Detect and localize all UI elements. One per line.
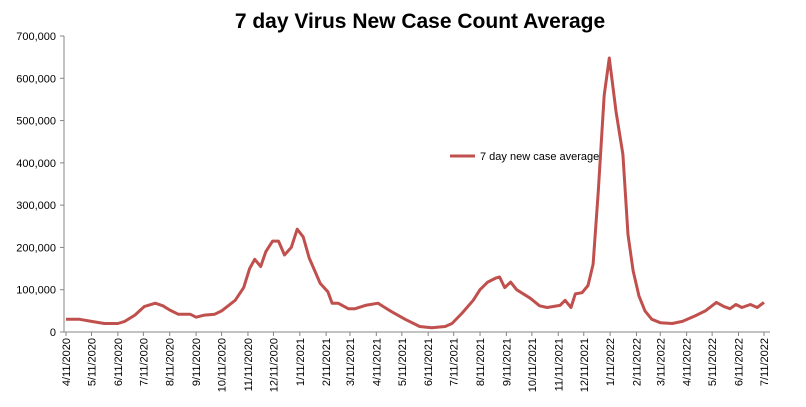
y-tick-label: 200,000: [16, 242, 56, 254]
x-tick-label: 12/11/2021: [579, 338, 591, 392]
x-tick-label: 8/11/2021: [475, 338, 487, 386]
y-tick-label: 700,000: [16, 31, 56, 43]
legend-label: 7 day new case average: [480, 151, 599, 163]
x-tick-label: 3/11/2022: [655, 338, 667, 386]
x-tick-label: 2/11/2021: [321, 338, 333, 386]
x-tick-label: 10/11/2021: [527, 338, 539, 392]
x-tick-label: 4/11/2021: [371, 338, 383, 386]
x-tick-label: 10/11/2020: [217, 338, 229, 392]
x-tick-label: 11/11/2021: [553, 338, 565, 391]
x-tick-label: 6/11/2022: [733, 338, 745, 386]
x-tick-label: 11/11/2020: [243, 338, 255, 391]
x-tick-label: 4/11/2022: [682, 338, 694, 386]
x-tick-label: 3/11/2021: [345, 338, 357, 386]
data-line: [66, 56, 765, 330]
y-tick-label: 100,000: [16, 285, 56, 297]
x-tick-label: 2/11/2022: [631, 338, 643, 386]
x-tick-label: 8/11/2020: [165, 338, 177, 386]
chart-title: 7 day Virus New Case Count Average: [235, 10, 605, 33]
x-tick-label: 6/11/2021: [423, 338, 435, 386]
x-tick-label: 5/11/2021: [397, 338, 409, 386]
y-tick-label: 600,000: [16, 73, 56, 85]
x-tick-label: 5/11/2020: [87, 338, 99, 386]
y-tick-label: 400,000: [16, 158, 56, 170]
x-tick-label: 9/11/2021: [501, 338, 513, 386]
y-tick-label: 0: [50, 327, 56, 339]
x-tick-label: 1/11/2021: [295, 338, 307, 386]
x-tick-label: 7/11/2022: [759, 338, 771, 386]
x-tick-label: 7/11/2020: [138, 338, 150, 386]
x-tick-label: 5/11/2022: [707, 338, 719, 386]
x-tick-label: 9/11/2020: [191, 338, 203, 386]
x-tick-label: 6/11/2020: [113, 338, 125, 386]
x-tick-label: 7/11/2021: [449, 338, 461, 386]
x-tick-label: 4/11/2020: [61, 338, 73, 386]
y-tick-label: 500,000: [16, 116, 56, 128]
x-tick-label: 12/11/2020: [268, 338, 280, 392]
x-tick-label: 1/11/2022: [605, 338, 617, 386]
y-tick-label: 300,000: [16, 200, 56, 212]
